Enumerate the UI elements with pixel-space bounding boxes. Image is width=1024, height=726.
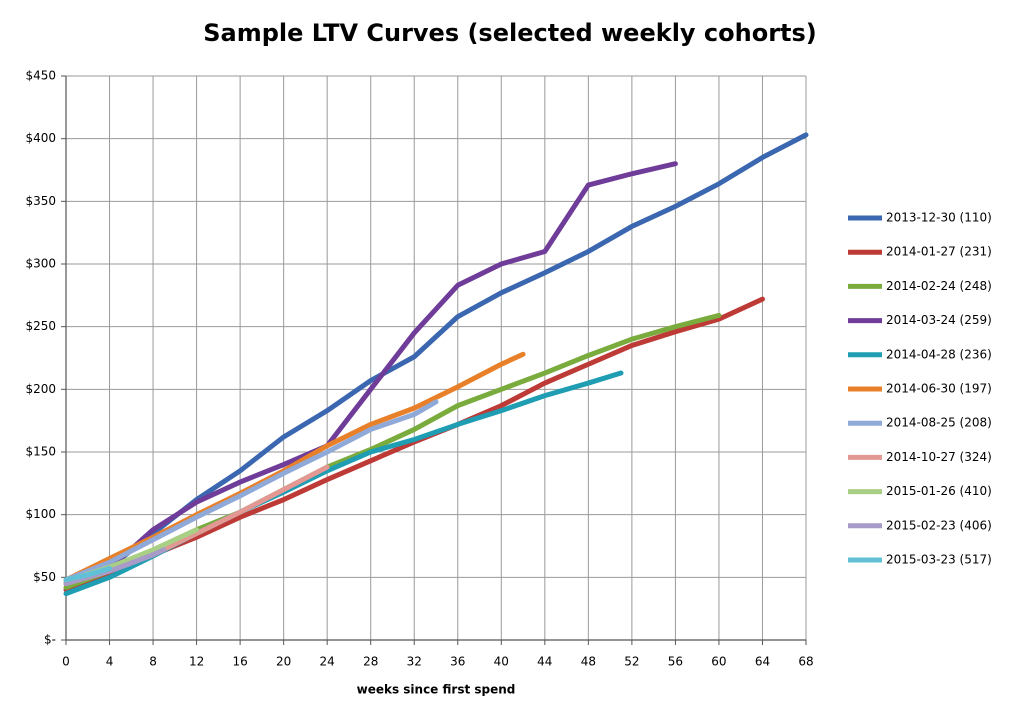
y-tick-label: $250 (25, 319, 56, 333)
legend-label: 2015-02-23 (406) (886, 518, 992, 532)
y-tick-label: $300 (25, 257, 56, 271)
legend-label: 2014-04-28 (236) (886, 347, 992, 361)
x-tick-label: 24 (320, 655, 335, 669)
y-tick-label: $400 (25, 131, 56, 145)
legend-label: 2014-02-24 (248) (886, 279, 992, 293)
x-tick-label: 28 (363, 655, 378, 669)
x-tick-label: 16 (232, 655, 247, 669)
legend-label: 2014-01-27 (231) (886, 245, 992, 259)
y-tick-label: $- (44, 633, 56, 647)
x-tick-label: 8 (149, 655, 157, 669)
x-tick-label: 56 (668, 655, 683, 669)
x-tick-label: 48 (581, 655, 596, 669)
legend-label: 2014-10-27 (324) (886, 450, 992, 464)
y-tick-label: $150 (25, 445, 56, 459)
x-tick-label: 52 (624, 655, 639, 669)
x-tick-label: 20 (276, 655, 291, 669)
x-tick-label: 32 (407, 655, 422, 669)
x-tick-label: 68 (798, 655, 813, 669)
legend-label: 2014-03-24 (259) (886, 313, 992, 327)
legend-label: 2014-06-30 (197) (886, 382, 992, 396)
legend-label: 2015-01-26 (410) (886, 484, 992, 498)
x-tick-label: 4 (106, 655, 114, 669)
x-tick-label: 64 (755, 655, 770, 669)
x-tick-label: 0 (62, 655, 70, 669)
legend-label: 2015-03-23 (517) (886, 553, 992, 567)
legend-label: 2014-08-25 (208) (886, 416, 992, 430)
x-tick-label: 40 (494, 655, 509, 669)
x-tick-label: 60 (711, 655, 726, 669)
y-tick-label: $200 (25, 382, 56, 396)
y-tick-label: $100 (25, 507, 56, 521)
series-line (63, 161, 678, 587)
legend-label: 2013-12-30 (110) (886, 211, 992, 225)
y-tick-label: $450 (25, 69, 56, 83)
x-tick-label: 36 (450, 655, 465, 669)
chart-title: Sample LTV Curves (selected weekly cohor… (203, 19, 817, 47)
y-tick-label: $350 (25, 194, 56, 208)
x-tick-label: 44 (537, 655, 552, 669)
series-line (63, 566, 113, 583)
series-line (63, 399, 439, 583)
x-axis-label: weeks since first spend (357, 683, 516, 697)
y-tick-label: $50 (33, 570, 56, 584)
x-tick-label: 12 (189, 655, 204, 669)
